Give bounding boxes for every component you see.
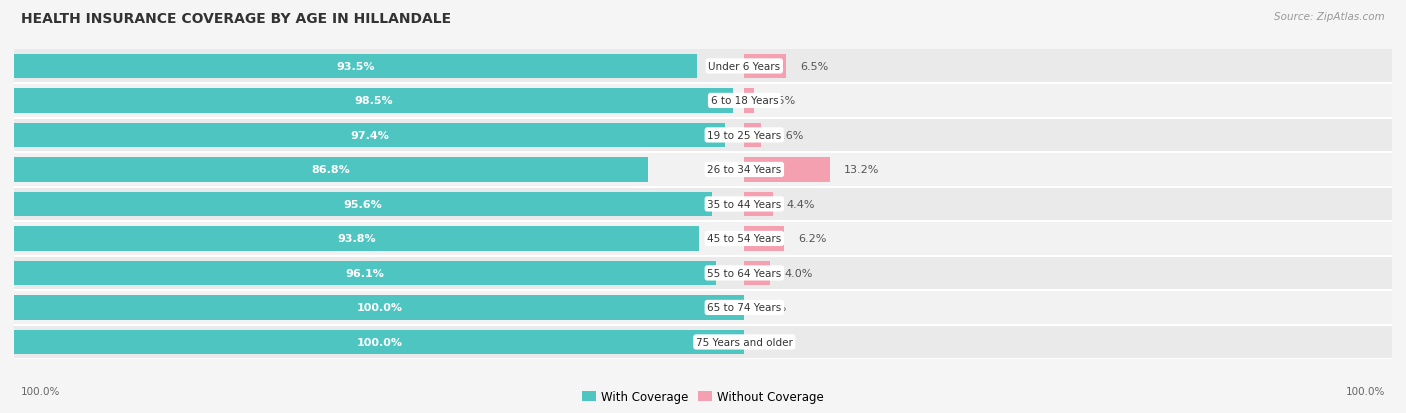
Text: 4.4%: 4.4% bbox=[786, 199, 815, 209]
Text: 100.0%: 100.0% bbox=[356, 337, 402, 347]
Text: Source: ZipAtlas.com: Source: ZipAtlas.com bbox=[1274, 12, 1385, 22]
Text: 65 to 74 Years: 65 to 74 Years bbox=[707, 303, 782, 313]
Text: 93.5%: 93.5% bbox=[336, 62, 375, 72]
Bar bbox=[744, 158, 830, 183]
Text: 2.6%: 2.6% bbox=[775, 131, 803, 140]
Text: Under 6 Years: Under 6 Years bbox=[709, 62, 780, 72]
Bar bbox=[744, 55, 786, 79]
Bar bbox=[14, 119, 1392, 153]
Text: 13.2%: 13.2% bbox=[844, 165, 879, 175]
Text: 98.5%: 98.5% bbox=[354, 96, 394, 106]
Bar bbox=[14, 89, 734, 114]
Bar bbox=[744, 226, 785, 251]
Text: 86.8%: 86.8% bbox=[312, 165, 350, 175]
Text: 100.0%: 100.0% bbox=[1346, 387, 1385, 396]
Text: 1.5%: 1.5% bbox=[768, 96, 796, 106]
Bar bbox=[14, 123, 725, 148]
Text: 6.2%: 6.2% bbox=[799, 234, 827, 244]
Bar bbox=[744, 89, 754, 114]
Bar bbox=[14, 325, 1392, 359]
Text: 96.1%: 96.1% bbox=[346, 268, 384, 278]
Text: 93.8%: 93.8% bbox=[337, 234, 375, 244]
Bar bbox=[14, 330, 744, 354]
Bar bbox=[14, 261, 716, 286]
Bar bbox=[14, 50, 1392, 84]
Text: 4.0%: 4.0% bbox=[785, 268, 813, 278]
Bar bbox=[744, 261, 770, 286]
Text: 75 Years and older: 75 Years and older bbox=[696, 337, 793, 347]
Bar bbox=[14, 84, 1392, 119]
Bar bbox=[14, 226, 699, 251]
Legend: With Coverage, Without Coverage: With Coverage, Without Coverage bbox=[582, 390, 824, 403]
Text: 35 to 44 Years: 35 to 44 Years bbox=[707, 199, 782, 209]
Text: 55 to 64 Years: 55 to 64 Years bbox=[707, 268, 782, 278]
Bar bbox=[14, 187, 1392, 222]
Text: 100.0%: 100.0% bbox=[356, 303, 402, 313]
Text: 26 to 34 Years: 26 to 34 Years bbox=[707, 165, 782, 175]
Bar bbox=[14, 158, 648, 183]
Text: 0.0%: 0.0% bbox=[758, 337, 786, 347]
Text: 100.0%: 100.0% bbox=[21, 387, 60, 396]
Text: 95.6%: 95.6% bbox=[343, 199, 382, 209]
Bar bbox=[14, 295, 744, 320]
Text: 19 to 25 Years: 19 to 25 Years bbox=[707, 131, 782, 140]
Bar bbox=[14, 290, 1392, 325]
Bar bbox=[744, 192, 773, 217]
Bar bbox=[14, 55, 697, 79]
Text: 97.4%: 97.4% bbox=[350, 131, 389, 140]
Bar bbox=[744, 123, 761, 148]
Text: 6.5%: 6.5% bbox=[800, 62, 828, 72]
Text: 45 to 54 Years: 45 to 54 Years bbox=[707, 234, 782, 244]
Bar bbox=[14, 256, 1392, 290]
Text: 6 to 18 Years: 6 to 18 Years bbox=[710, 96, 778, 106]
Text: HEALTH INSURANCE COVERAGE BY AGE IN HILLANDALE: HEALTH INSURANCE COVERAGE BY AGE IN HILL… bbox=[21, 12, 451, 26]
Bar bbox=[14, 153, 1392, 187]
Bar bbox=[14, 192, 713, 217]
Text: 0.0%: 0.0% bbox=[758, 303, 786, 313]
Bar bbox=[14, 222, 1392, 256]
